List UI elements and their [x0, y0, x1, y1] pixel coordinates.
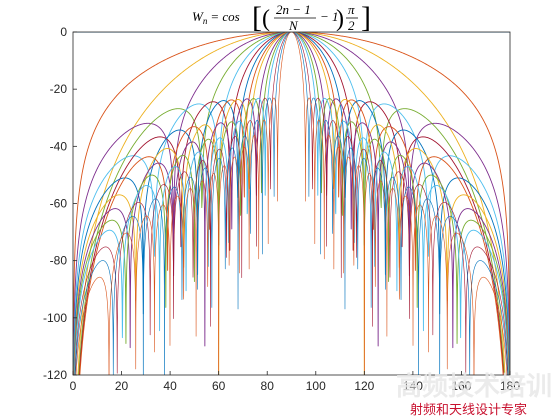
svg-text:射频和天线设计专家: 射频和天线设计专家: [410, 402, 527, 418]
x-tick-label: 100: [306, 379, 326, 393]
y-tick-label: -20: [50, 82, 68, 96]
x-tick-label: 120: [354, 379, 374, 393]
watermark: 高频技术培训 射频和天线设计专家: [396, 371, 552, 418]
x-axis: 0 20 40 60 80 100 120 140 160 180: [70, 371, 520, 393]
plot-area: [73, 32, 510, 375]
svg-text:2: 2: [348, 18, 355, 33]
x-tick-label: 160: [451, 379, 471, 393]
x-tick-label: 80: [261, 379, 275, 393]
y-tick-label: -80: [50, 254, 68, 268]
series-line-N3: [77, 32, 506, 375]
svg-text:N: N: [288, 18, 299, 33]
y-tick-label: -60: [50, 197, 68, 211]
series-line-N24: [75, 32, 508, 375]
x-tick-label: 20: [115, 379, 129, 393]
svg-text:2n − 1: 2n − 1: [276, 2, 311, 17]
series-line-N8: [73, 32, 510, 375]
x-tick-label: 60: [212, 379, 226, 393]
series-line-N12: [73, 32, 510, 375]
series-line-N16: [74, 32, 509, 375]
svg-text:]: ]: [361, 1, 371, 34]
svg-text:高频技术培训: 高频技术培训: [396, 371, 552, 402]
x-tick-label: 180: [500, 379, 520, 393]
y-tick-label: -120: [43, 368, 67, 382]
svg-text:− 1: − 1: [320, 9, 339, 24]
y-tick-label: -100: [43, 311, 67, 325]
svg-text:Wn= cos: Wn = cos: [192, 9, 240, 26]
svg-text:[: [: [252, 1, 262, 34]
series-line-N7: [78, 32, 505, 375]
series-layer: [73, 32, 510, 375]
svg-text:): ): [336, 6, 344, 32]
series-line-N9: [79, 32, 504, 375]
series-line-N2: [73, 32, 510, 375]
series-line-N20: [74, 32, 509, 375]
chart-title: Wn = cos [ ( 2n − 1 N − 1 ) π 2 ]: [192, 1, 371, 34]
svg-text:(: (: [262, 6, 270, 32]
y-tick-label: 0: [60, 25, 67, 39]
svg-text:π: π: [348, 2, 355, 17]
x-tick-label: 140: [403, 379, 423, 393]
y-axis: 0 -20 -40 -60 -80 -100 -120: [43, 25, 77, 382]
series-line-N14: [73, 32, 510, 375]
x-tick-label: 40: [163, 379, 177, 393]
y-tick-label: -40: [50, 139, 68, 153]
series-line-N5: [78, 32, 505, 375]
x-tick-label: 0: [70, 379, 77, 393]
series-line-N4: [73, 32, 510, 375]
series-line-N30: [75, 32, 508, 375]
series-line-N6: [73, 32, 510, 375]
